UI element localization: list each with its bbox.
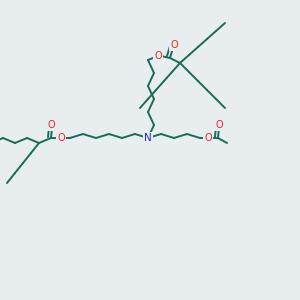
Text: O: O xyxy=(204,133,212,143)
Text: N: N xyxy=(144,133,152,143)
Text: O: O xyxy=(47,120,55,130)
Text: O: O xyxy=(57,133,65,143)
Text: O: O xyxy=(215,120,223,130)
Text: O: O xyxy=(170,40,178,50)
Text: O: O xyxy=(154,51,162,61)
